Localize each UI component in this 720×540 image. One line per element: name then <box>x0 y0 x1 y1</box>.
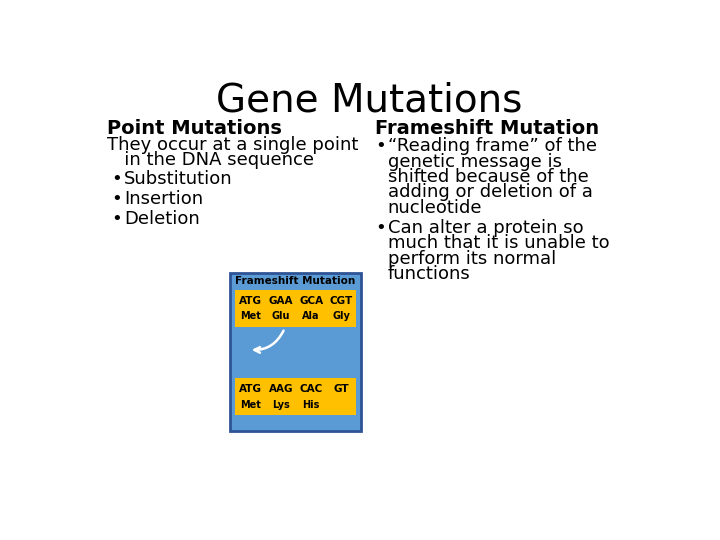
Bar <box>235 378 356 415</box>
Text: AAG: AAG <box>269 384 293 394</box>
Text: His: His <box>302 400 320 410</box>
Text: •: • <box>112 170 122 187</box>
Text: Glu: Glu <box>271 311 290 321</box>
Text: adding or deletion of a: adding or deletion of a <box>387 184 593 201</box>
Text: Can alter a protein so: Can alter a protein so <box>387 219 583 237</box>
Text: nucleotide: nucleotide <box>387 199 482 217</box>
Text: Frameshift Mutation: Frameshift Mutation <box>375 119 599 138</box>
Text: “Reading frame” of the: “Reading frame” of the <box>387 137 597 155</box>
Text: ATG: ATG <box>239 296 262 306</box>
Text: Ala: Ala <box>302 311 320 321</box>
Text: Gly: Gly <box>333 311 350 321</box>
Text: GCA: GCA <box>299 296 323 306</box>
Text: much that it is unable to: much that it is unable to <box>387 234 609 252</box>
Text: GT: GT <box>333 384 349 394</box>
Text: shifted because of the: shifted because of the <box>387 168 588 186</box>
Text: Frameshift Mutation: Frameshift Mutation <box>235 276 356 286</box>
Text: Point Mutations: Point Mutations <box>107 119 282 138</box>
Text: •: • <box>375 137 386 155</box>
Bar <box>235 289 356 327</box>
Text: Substitution: Substitution <box>124 170 233 187</box>
Text: •: • <box>112 190 122 207</box>
Text: GAA: GAA <box>269 296 293 306</box>
Text: ATG: ATG <box>239 384 262 394</box>
Text: Met: Met <box>240 311 261 321</box>
Text: They occur at a single point: They occur at a single point <box>107 136 359 154</box>
Text: genetic message is: genetic message is <box>387 153 562 171</box>
Text: •: • <box>375 219 386 237</box>
Text: functions: functions <box>387 265 470 283</box>
Text: Met: Met <box>240 400 261 410</box>
Text: Lys: Lys <box>272 400 289 410</box>
Text: Gene Mutations: Gene Mutations <box>216 82 522 120</box>
Bar <box>230 273 361 430</box>
Text: Insertion: Insertion <box>124 190 203 207</box>
Text: Deletion: Deletion <box>124 210 200 227</box>
Text: •: • <box>112 210 122 227</box>
Text: CGT: CGT <box>330 296 353 306</box>
Text: in the DNA sequence: in the DNA sequence <box>107 151 314 169</box>
Text: perform its normal: perform its normal <box>387 249 556 268</box>
Text: CAC: CAC <box>300 384 323 394</box>
